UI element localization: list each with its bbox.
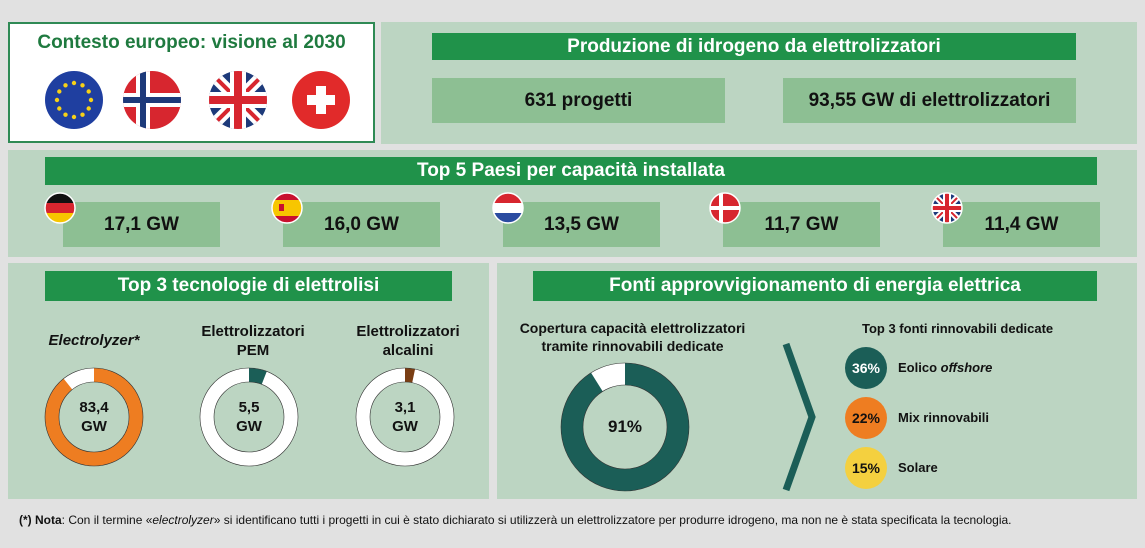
- country-value-1: 17,1 GW: [63, 202, 220, 247]
- flag-uk-icon: [931, 192, 963, 224]
- chevron-right-icon: [782, 342, 816, 492]
- donut-inner-outline: [213, 381, 285, 453]
- coverage-label-line1: Copertura capacità elettrolizzatori: [519, 320, 746, 336]
- footnote-text-a: : Con il termine «: [61, 513, 153, 527]
- capacity-chip: 93,55 GW di elettrolizzatori: [783, 78, 1076, 123]
- flag-switzerland-icon: [292, 71, 350, 129]
- donut-share-arc: [45, 368, 143, 466]
- donut-share-arc: [356, 368, 454, 466]
- source-pct-2: 22%: [845, 397, 887, 439]
- donut-outline: [560, 362, 690, 492]
- production-title: Produzione di idrogeno da elettrolizzato…: [432, 33, 1076, 60]
- tech-label-alkaline-line2: alcalini: [382, 342, 434, 359]
- tech-label-alkaline: Elettrolizzatori alcalini: [343, 322, 473, 360]
- source-label-1: Eolico offshore: [898, 360, 992, 375]
- tech-label-pem: Elettrolizzatori PEM: [188, 322, 318, 360]
- source-pct-1: 36%: [845, 347, 887, 389]
- donut-inner-outline: [369, 381, 441, 453]
- donut-outline: [199, 367, 299, 467]
- tech-label-alkaline-line1: Elettrolizzatori: [356, 323, 460, 340]
- source-label-2: Mix rinnovabili: [898, 410, 989, 425]
- top5-title: Top 5 Paesi per capacità installata: [45, 157, 1097, 185]
- tech-value-pem-number: 5,5: [238, 399, 260, 416]
- flag-netherlands-icon: [492, 192, 524, 224]
- tech-value-alkaline: 3,1 GW: [355, 398, 455, 436]
- footnote-prefix: (*) Nota: [19, 513, 62, 527]
- tech-label-pem-line2: PEM: [236, 342, 270, 359]
- country-value-3: 13,5 GW: [503, 202, 660, 247]
- coverage-label-line2: tramite rinnovabili dedicate: [541, 338, 724, 354]
- flag-denmark-icon: [709, 192, 741, 224]
- tech-title: Top 3 tecnologie di elettrolisi: [45, 271, 452, 301]
- tech-value-electrolyzer-unit: GW: [81, 418, 107, 435]
- donut-outline: [44, 367, 144, 467]
- footnote-text-b: » si identificano tutti i progetti in cu…: [213, 513, 1012, 527]
- sources-title: Fonti approvvigionamento di energia elet…: [533, 271, 1097, 301]
- tech-value-alkaline-number: 3,1: [394, 399, 416, 416]
- tech-value-pem-unit: GW: [236, 418, 262, 435]
- donut-inner-outline: [58, 381, 130, 453]
- donut-inner-outline: [582, 384, 668, 470]
- tech-donut-alkaline: [355, 367, 455, 467]
- coverage-value: 91%: [607, 417, 643, 436]
- coverage-label: Copertura capacità elettrolizzatori tram…: [505, 319, 760, 355]
- flag-spain-icon: [271, 192, 303, 224]
- donut-share-arc: [200, 368, 298, 466]
- footnote: (*) Nota: Con il termine «electrolyzer» …: [19, 513, 1139, 527]
- source-label-1-italic: offshore: [940, 360, 993, 375]
- coverage-donut: [560, 362, 690, 492]
- country-value-5: 11,4 GW: [943, 202, 1100, 247]
- europe-context-title: Contesto europeo: visione al 2030: [37, 32, 346, 53]
- projects-count-chip: 631 progetti: [432, 78, 725, 123]
- source-pct-3: 15%: [845, 447, 887, 489]
- tech-label-electrolyzer: Electrolyzer*: [34, 331, 154, 350]
- tech-value-pem: 5,5 GW: [199, 398, 299, 436]
- source-label-1-text: Eolico: [898, 360, 941, 375]
- source-label-3: Solare: [898, 460, 938, 475]
- source-label-3-text: Solare: [898, 460, 938, 475]
- source-label-2-text: Mix rinnovabili: [898, 410, 990, 425]
- tech-value-alkaline-unit: GW: [392, 418, 418, 435]
- tech-donut-electrolyzer: [44, 367, 144, 467]
- country-value-4: 11,7 GW: [723, 202, 880, 247]
- donut-outline: [355, 367, 455, 467]
- flag-eu-icon: [45, 71, 103, 129]
- country-value-2: 16,0 GW: [283, 202, 440, 247]
- flag-uk-large-icon: [209, 71, 267, 129]
- tech-label-electrolyzer-text: Electrolyzer*: [48, 332, 140, 349]
- flag-norway-icon: [123, 71, 181, 129]
- tech-donut-pem: [199, 367, 299, 467]
- footnote-italic: electrolyzer: [152, 513, 214, 527]
- donut-share-arc: [561, 363, 689, 491]
- tech-label-pem-line1: Elettrolizzatori: [201, 323, 305, 340]
- europe-context-box: Contesto europeo: visione al 2030: [8, 22, 375, 143]
- flag-germany-icon: [44, 192, 76, 224]
- tech-value-electrolyzer: 83,4 GW: [44, 398, 144, 436]
- tech-value-electrolyzer-number: 83,4: [79, 399, 109, 416]
- top3-sources-title: Top 3 fonti rinnovabili dedicate: [862, 321, 1054, 336]
